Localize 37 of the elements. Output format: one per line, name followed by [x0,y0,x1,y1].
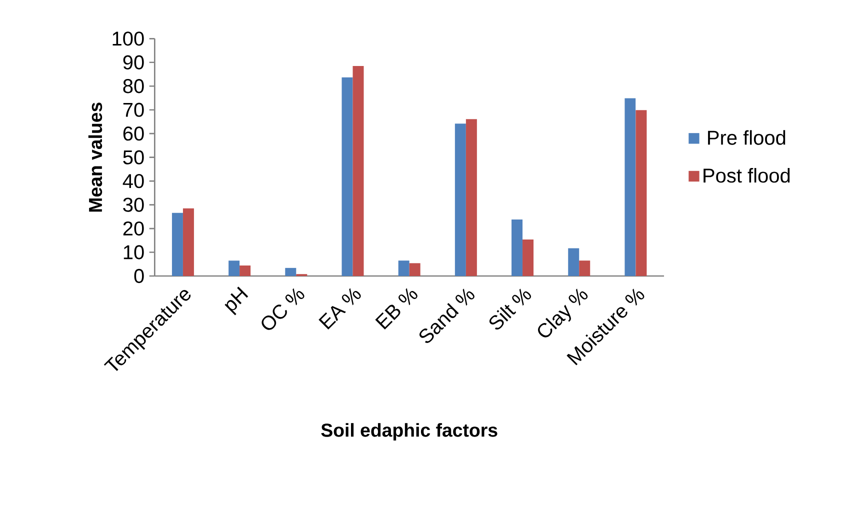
bar [579,260,590,276]
bar [512,220,523,276]
bar [636,110,647,276]
y-tick-label: 70 [123,102,144,117]
bar [182,208,194,276]
bar [568,248,580,276]
x-tick-label: Silt % [489,288,532,330]
y-tick-label: 20 [123,221,144,236]
bar [240,266,251,276]
bar [352,66,364,276]
y-tick-label: 90 [123,55,144,70]
bar [522,239,534,276]
y-tick-label: 0 [134,268,144,284]
legend-label: Pre flood [708,130,786,145]
x-tick-label: OC % [262,288,304,330]
y-tick-label: 30 [123,198,144,212]
bar [466,119,477,276]
y-tick-label: 100 [112,32,144,46]
bar [454,124,466,276]
x-tick-label: EA % [318,288,361,330]
bar [409,263,420,276]
bar [228,260,240,276]
legend-label: Post flood [704,168,790,183]
bar [398,260,410,276]
y-tick-label: 80 [123,79,144,94]
y-tick-label: 50 [123,150,144,164]
y-axis-title: Mean values [88,102,102,212]
x-tick-label: EB % [375,288,418,330]
y-tick-label: 60 [123,126,144,141]
y-tick-label: 40 [122,174,144,188]
bar [342,77,353,276]
bar [285,268,296,276]
x-axis-title: Soil edaphic factors [321,423,498,441]
bar [172,212,183,276]
x-tick-label: pH [224,286,248,316]
bar [624,98,636,276]
y-tick-label: 10 [124,245,144,260]
